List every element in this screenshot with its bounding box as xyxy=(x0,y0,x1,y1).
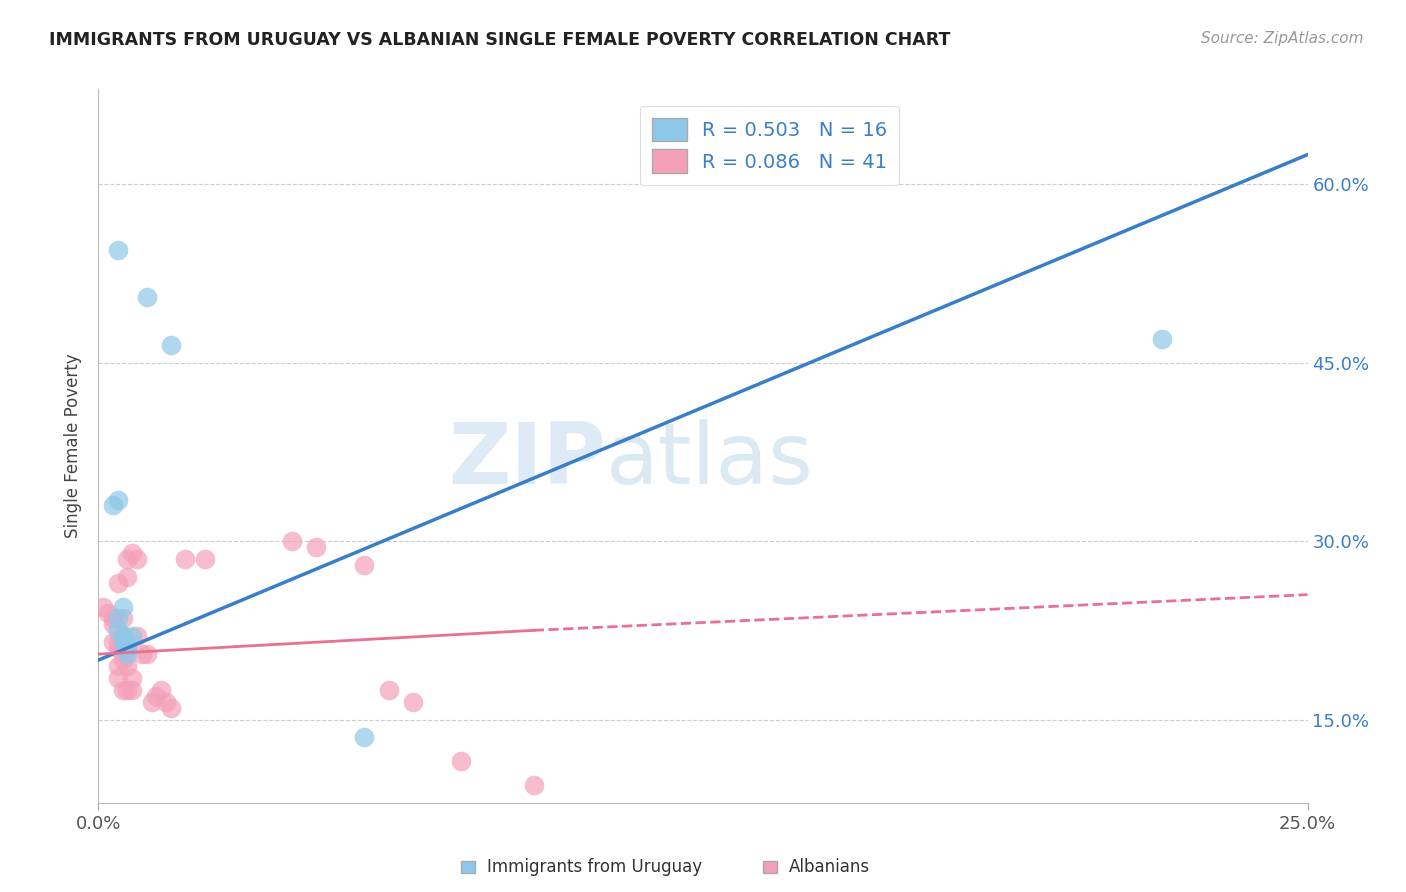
Point xyxy=(101,499,124,513)
Point xyxy=(107,243,129,257)
Point xyxy=(111,599,134,614)
Point xyxy=(97,606,120,620)
Point xyxy=(155,695,177,709)
FancyBboxPatch shape xyxy=(763,861,778,873)
Point xyxy=(305,540,328,554)
Point xyxy=(111,653,134,667)
Point xyxy=(91,599,114,614)
Text: IMMIGRANTS FROM URUGUAY VS ALBANIAN SINGLE FEMALE POVERTY CORRELATION CHART: IMMIGRANTS FROM URUGUAY VS ALBANIAN SING… xyxy=(49,31,950,49)
Point xyxy=(111,635,134,649)
Point xyxy=(353,558,375,572)
FancyBboxPatch shape xyxy=(461,861,475,873)
Point xyxy=(117,647,139,661)
Point xyxy=(141,695,163,709)
Point xyxy=(145,689,167,703)
Legend: R = 0.503   N = 16, R = 0.086   N = 41: R = 0.503 N = 16, R = 0.086 N = 41 xyxy=(640,106,898,185)
Point xyxy=(111,641,134,656)
Point xyxy=(107,641,129,656)
Point xyxy=(160,338,183,352)
Point xyxy=(131,647,153,661)
Point xyxy=(450,754,472,768)
Text: Immigrants from Uruguay: Immigrants from Uruguay xyxy=(486,858,702,876)
Point xyxy=(117,659,139,673)
Point xyxy=(117,552,139,566)
Point xyxy=(150,682,173,697)
Point xyxy=(135,647,157,661)
Point xyxy=(117,641,139,656)
Point xyxy=(107,635,129,649)
Point xyxy=(107,671,129,685)
Point xyxy=(194,552,217,566)
Point xyxy=(117,641,139,656)
Point xyxy=(111,629,134,643)
Point xyxy=(101,617,124,632)
Point xyxy=(111,629,134,643)
Text: Source: ZipAtlas.com: Source: ZipAtlas.com xyxy=(1201,31,1364,46)
Point xyxy=(121,671,143,685)
Text: atlas: atlas xyxy=(606,418,814,502)
Text: ZIP: ZIP xyxy=(449,418,606,502)
Point xyxy=(107,624,129,638)
Point xyxy=(353,731,375,745)
Point xyxy=(377,682,399,697)
Point xyxy=(107,492,129,507)
Point xyxy=(121,546,143,560)
Point xyxy=(127,552,149,566)
Point xyxy=(101,611,124,625)
Point xyxy=(402,695,425,709)
Point xyxy=(111,682,134,697)
Point xyxy=(1152,332,1174,346)
Point xyxy=(117,635,139,649)
Point xyxy=(127,629,149,643)
Point xyxy=(174,552,197,566)
Point xyxy=(160,700,183,714)
Point xyxy=(117,570,139,584)
Point xyxy=(101,635,124,649)
Point xyxy=(121,682,143,697)
Point xyxy=(523,778,546,792)
Point xyxy=(135,290,157,304)
Point xyxy=(107,575,129,590)
Point xyxy=(107,611,129,625)
Point xyxy=(117,682,139,697)
Y-axis label: Single Female Poverty: Single Female Poverty xyxy=(65,354,83,538)
Text: Albanians: Albanians xyxy=(789,858,870,876)
Point xyxy=(121,629,143,643)
Point xyxy=(281,534,304,549)
Point xyxy=(111,611,134,625)
Point xyxy=(107,659,129,673)
